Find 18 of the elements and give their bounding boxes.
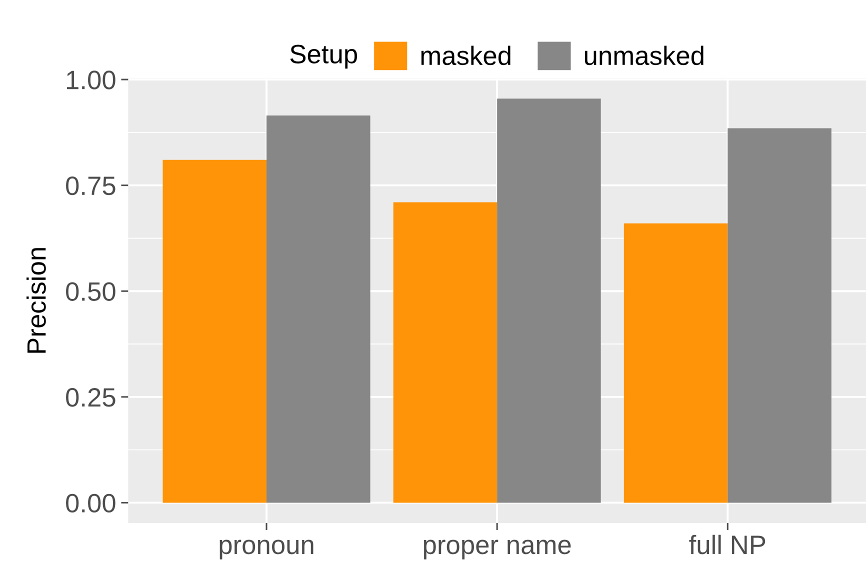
legend-label: unmasked [584, 46, 704, 66]
legend-label: masked [421, 46, 510, 66]
bar [728, 128, 832, 503]
y-tick-label: 0.00 [66, 494, 116, 513]
bar [624, 223, 728, 503]
x-tick-label: pronoun [220, 540, 314, 560]
bar [266, 116, 370, 503]
y-axis-title: Precision [26, 248, 46, 353]
y-tick-label: 0.75 [66, 176, 116, 196]
x-tick-label: proper name [424, 540, 571, 560]
legend-title: Setup [290, 44, 358, 69]
bar [162, 160, 267, 503]
x-tick-label: full NP [689, 534, 766, 554]
bar [497, 98, 601, 503]
y-tick-label: 0.50 [66, 282, 116, 301]
y-tick-label: 0.25 [66, 388, 116, 407]
bar [393, 202, 498, 503]
y-tick-label: 1.00 [67, 70, 116, 90]
